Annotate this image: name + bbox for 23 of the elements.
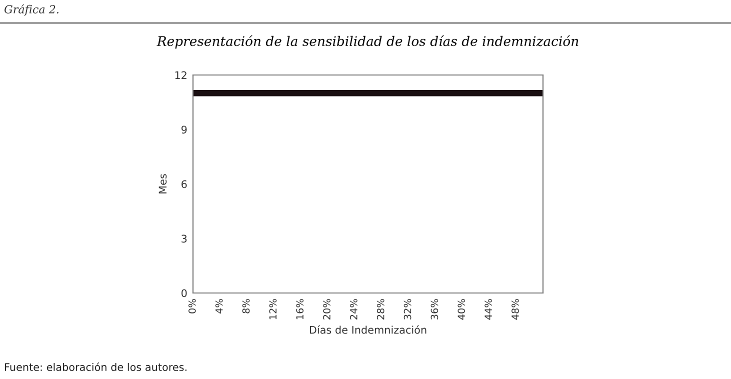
x-tick-label: 40% (458, 299, 466, 320)
text: Gráfica 2. (4, 4, 58, 16)
y-tick-label: 6 (182, 180, 187, 188)
y-tick-label: 12 (175, 71, 186, 79)
x-tick-label: 36% (430, 299, 438, 320)
source-note: Fuente: elaboración de los autores. (5, 362, 186, 372)
x-tick-label: 48% (512, 299, 519, 320)
x-axis-title: Días de Indemnización (310, 325, 426, 334)
y-tick-label: 9 (181, 126, 187, 134)
y-axis-title: Mes (158, 174, 167, 194)
x-tick-label: 44% (484, 299, 492, 320)
x-tick-label: 0% (188, 299, 196, 314)
y-tick-label: 0 (182, 289, 187, 298)
x-tick-label: 4% (215, 299, 223, 314)
x-tick-label: 8% (242, 299, 250, 314)
y-tick-label: 3 (182, 234, 187, 243)
x-tick-label: 28% (376, 299, 384, 320)
x-tick-label: 20% (323, 299, 330, 320)
x-tick-label: 32% (404, 299, 412, 320)
chart-title: Representación de la sensibilidad de los días de indemnización (156, 35, 578, 49)
x-tick-label: 16% (296, 299, 304, 320)
x-tick-label: 24% (350, 299, 358, 320)
x-tick-label: 12% (269, 299, 277, 320)
